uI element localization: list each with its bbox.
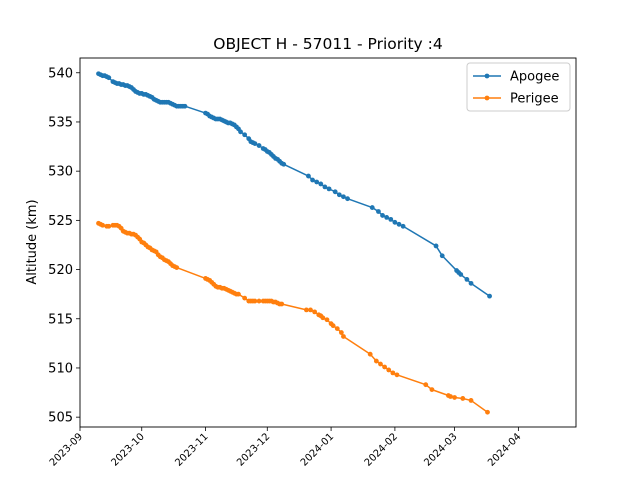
data-point (106, 75, 112, 81)
series-apogee (96, 71, 492, 299)
legend-swatch-marker (484, 95, 490, 101)
data-point (460, 396, 466, 401)
y-axis: 505 510 515 520 525 530 535 540 (48, 66, 80, 426)
data-point (384, 215, 390, 220)
data-point (322, 184, 328, 190)
data-point (256, 298, 262, 304)
legend-label: Apogee (510, 70, 559, 85)
data-point (423, 382, 429, 388)
data-point (252, 298, 258, 304)
data-point (338, 330, 344, 335)
y-tick-label: 525 (48, 214, 73, 229)
data-point (100, 222, 106, 228)
y-tick-label: 540 (48, 66, 73, 81)
plot-marks (96, 71, 492, 415)
data-point (367, 351, 373, 357)
data-point (279, 301, 285, 307)
legend: Apogee Perigee (466, 62, 571, 112)
data-point (386, 367, 392, 373)
data-point (326, 186, 332, 192)
data-point (256, 143, 262, 148)
data-point (439, 253, 445, 259)
data-point (303, 307, 309, 313)
data-point (392, 219, 398, 225)
data-point (373, 358, 379, 364)
data-point (318, 181, 324, 187)
data-point (485, 409, 490, 415)
data-point (242, 132, 248, 138)
data-point (378, 361, 383, 367)
data-point (487, 293, 492, 299)
data-point (388, 216, 394, 222)
data-point (336, 192, 342, 198)
data-point (448, 394, 453, 399)
data-point (106, 223, 112, 229)
data-point (330, 323, 336, 329)
data-point (308, 307, 313, 313)
data-point (376, 209, 381, 214)
data-point (281, 161, 287, 167)
data-point (312, 309, 318, 315)
chart-title: OBJECT H - 57011 - Priority :4 (213, 35, 442, 53)
data-point (458, 272, 464, 277)
data-point (369, 205, 375, 210)
data-point (324, 317, 330, 323)
data-point (400, 223, 406, 229)
data-point (468, 398, 474, 403)
data-point (306, 173, 311, 179)
data-point (433, 243, 439, 249)
data-point (468, 280, 474, 286)
data-point (236, 291, 241, 297)
data-point (238, 129, 243, 135)
data-point (310, 177, 315, 183)
legend-swatch-marker (484, 73, 490, 79)
legend-label: Perigee (510, 92, 559, 107)
data-point (394, 372, 400, 378)
y-axis-label: Altitude (km) (25, 199, 40, 284)
y-tick-label: 510 (48, 361, 73, 376)
data-point (320, 315, 326, 321)
data-point (174, 265, 180, 270)
y-tick-label: 515 (48, 312, 73, 327)
data-point (341, 194, 346, 200)
data-point (382, 364, 387, 370)
data-point (314, 179, 320, 185)
data-point (341, 334, 346, 339)
data-point (242, 295, 248, 301)
data-point (429, 387, 435, 393)
data-point (380, 213, 385, 218)
data-point (334, 326, 340, 331)
y-tick-label: 530 (48, 165, 73, 180)
data-point (464, 277, 470, 282)
data-point (390, 370, 396, 376)
data-point (452, 395, 457, 400)
data-point (252, 141, 258, 147)
series-perigee (96, 220, 490, 415)
plot-area (80, 58, 576, 427)
y-tick-label: 535 (48, 115, 73, 130)
legend-box (466, 62, 571, 112)
data-point (332, 189, 338, 195)
y-tick-label: 505 (48, 411, 73, 426)
y-tick-label: 520 (48, 263, 73, 278)
data-point (182, 103, 188, 109)
data-point (396, 221, 402, 227)
plot-frame (79, 57, 577, 428)
data-point (345, 196, 350, 202)
